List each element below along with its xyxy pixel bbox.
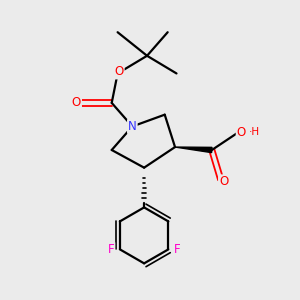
Text: F: F	[174, 243, 181, 256]
Text: O: O	[219, 175, 228, 188]
Text: ·H: ·H	[249, 127, 260, 137]
Text: F: F	[108, 243, 114, 256]
Polygon shape	[175, 147, 212, 153]
Text: N: N	[128, 120, 137, 133]
Text: O: O	[115, 65, 124, 79]
Text: O: O	[237, 126, 246, 139]
Text: O: O	[72, 96, 81, 110]
